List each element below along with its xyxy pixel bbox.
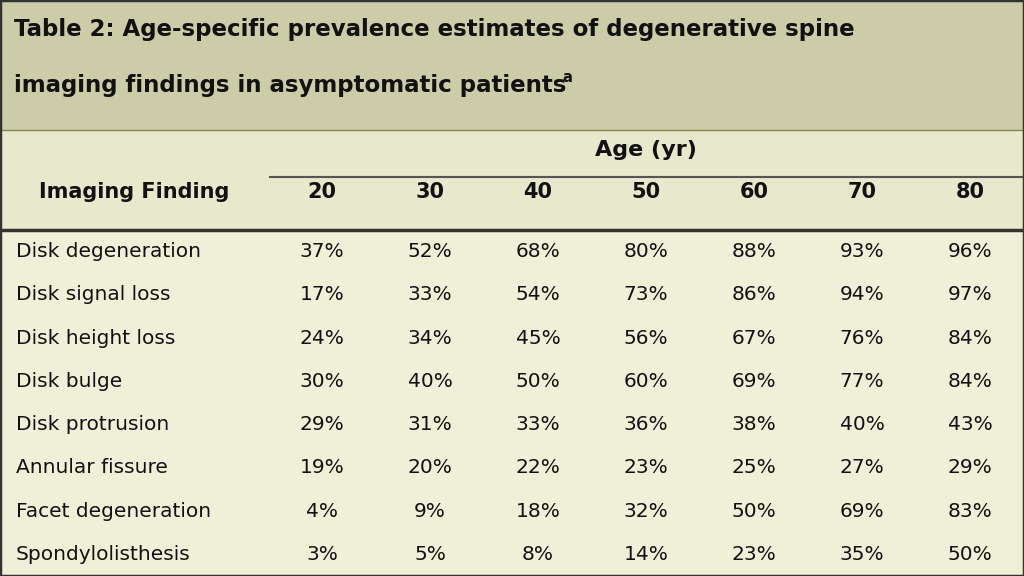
Text: Disk protrusion: Disk protrusion bbox=[16, 415, 169, 434]
Text: 69%: 69% bbox=[732, 372, 776, 391]
Text: 20: 20 bbox=[307, 182, 337, 202]
Text: 23%: 23% bbox=[624, 458, 669, 478]
Text: 22%: 22% bbox=[515, 458, 560, 478]
Text: 32%: 32% bbox=[624, 502, 669, 521]
Text: 31%: 31% bbox=[408, 415, 453, 434]
Text: Disk height loss: Disk height loss bbox=[16, 329, 175, 348]
Text: 56%: 56% bbox=[624, 329, 669, 348]
Text: Table 2: Age-specific prevalence estimates of degenerative spine: Table 2: Age-specific prevalence estimat… bbox=[14, 18, 855, 41]
Text: 43%: 43% bbox=[947, 415, 992, 434]
Text: 20%: 20% bbox=[408, 458, 453, 478]
Text: 77%: 77% bbox=[840, 372, 885, 391]
Text: 73%: 73% bbox=[624, 285, 669, 304]
Text: 9%: 9% bbox=[414, 502, 445, 521]
Text: Disk signal loss: Disk signal loss bbox=[16, 285, 171, 304]
Text: 3%: 3% bbox=[306, 545, 338, 564]
Text: 80%: 80% bbox=[624, 242, 669, 261]
Text: 94%: 94% bbox=[840, 285, 885, 304]
Text: 30%: 30% bbox=[300, 372, 344, 391]
Text: 84%: 84% bbox=[947, 329, 992, 348]
Text: 4%: 4% bbox=[306, 502, 338, 521]
Text: 86%: 86% bbox=[731, 285, 776, 304]
Text: 50%: 50% bbox=[731, 502, 776, 521]
Text: Imaging Finding: Imaging Finding bbox=[39, 182, 229, 202]
Text: 36%: 36% bbox=[624, 415, 669, 434]
Text: 14%: 14% bbox=[624, 545, 669, 564]
Text: Disk degeneration: Disk degeneration bbox=[16, 242, 201, 261]
Text: 40: 40 bbox=[523, 182, 553, 202]
Text: 25%: 25% bbox=[731, 458, 776, 478]
Text: 88%: 88% bbox=[731, 242, 776, 261]
Text: 30: 30 bbox=[416, 182, 444, 202]
Text: 84%: 84% bbox=[947, 372, 992, 391]
Text: 52%: 52% bbox=[408, 242, 453, 261]
Text: 24%: 24% bbox=[300, 329, 344, 348]
Text: 50%: 50% bbox=[516, 372, 560, 391]
Text: 23%: 23% bbox=[731, 545, 776, 564]
Text: 27%: 27% bbox=[840, 458, 885, 478]
Text: 70: 70 bbox=[848, 182, 877, 202]
Text: imaging findings in asymptomatic patients: imaging findings in asymptomatic patient… bbox=[14, 74, 566, 97]
Bar bbox=[0, 130, 1024, 230]
Text: 5%: 5% bbox=[414, 545, 445, 564]
Text: 80: 80 bbox=[955, 182, 984, 202]
Text: 35%: 35% bbox=[840, 545, 885, 564]
Text: Age (yr): Age (yr) bbox=[595, 140, 697, 160]
Text: 19%: 19% bbox=[300, 458, 344, 478]
Text: 45%: 45% bbox=[516, 329, 560, 348]
Text: 50%: 50% bbox=[947, 545, 992, 564]
Bar bbox=[0, 0, 1024, 130]
Text: 50: 50 bbox=[632, 182, 660, 202]
Text: a: a bbox=[562, 70, 571, 85]
Text: 17%: 17% bbox=[300, 285, 344, 304]
Text: 68%: 68% bbox=[516, 242, 560, 261]
Text: Facet degeneration: Facet degeneration bbox=[16, 502, 211, 521]
Text: 67%: 67% bbox=[732, 329, 776, 348]
Text: 40%: 40% bbox=[408, 372, 453, 391]
Text: 54%: 54% bbox=[516, 285, 560, 304]
Bar bbox=[0, 230, 1024, 576]
Text: Spondylolisthesis: Spondylolisthesis bbox=[16, 545, 190, 564]
Text: 93%: 93% bbox=[840, 242, 885, 261]
Text: 83%: 83% bbox=[947, 502, 992, 521]
Text: 29%: 29% bbox=[947, 458, 992, 478]
Text: 40%: 40% bbox=[840, 415, 885, 434]
Text: 97%: 97% bbox=[947, 285, 992, 304]
Text: 33%: 33% bbox=[516, 415, 560, 434]
Text: 76%: 76% bbox=[840, 329, 885, 348]
Text: 29%: 29% bbox=[300, 415, 344, 434]
Text: 69%: 69% bbox=[840, 502, 885, 521]
Text: 33%: 33% bbox=[408, 285, 453, 304]
Text: Annular fissure: Annular fissure bbox=[16, 458, 168, 478]
Text: 60: 60 bbox=[739, 182, 768, 202]
Text: 60%: 60% bbox=[624, 372, 669, 391]
Text: Disk bulge: Disk bulge bbox=[16, 372, 122, 391]
Text: 96%: 96% bbox=[947, 242, 992, 261]
Text: 34%: 34% bbox=[408, 329, 453, 348]
Text: 37%: 37% bbox=[300, 242, 344, 261]
Text: 38%: 38% bbox=[731, 415, 776, 434]
Text: 8%: 8% bbox=[522, 545, 554, 564]
Text: 18%: 18% bbox=[515, 502, 560, 521]
